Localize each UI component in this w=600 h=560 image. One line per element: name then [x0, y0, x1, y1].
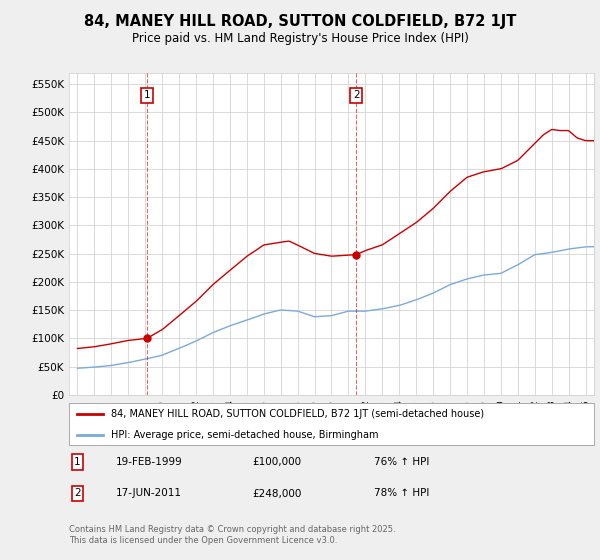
Text: 2: 2 [353, 90, 359, 100]
Text: 84, MANEY HILL ROAD, SUTTON COLDFIELD, B72 1JT: 84, MANEY HILL ROAD, SUTTON COLDFIELD, B… [84, 14, 516, 29]
Text: 78% ↑ HPI: 78% ↑ HPI [373, 488, 429, 498]
Text: 2: 2 [74, 488, 81, 498]
Text: Price paid vs. HM Land Registry's House Price Index (HPI): Price paid vs. HM Land Registry's House … [131, 32, 469, 45]
Text: 76% ↑ HPI: 76% ↑ HPI [373, 457, 429, 467]
Text: HPI: Average price, semi-detached house, Birmingham: HPI: Average price, semi-detached house,… [111, 430, 379, 440]
Text: Contains HM Land Registry data © Crown copyright and database right 2025.
This d: Contains HM Land Registry data © Crown c… [69, 525, 395, 545]
Text: 17-JUN-2011: 17-JUN-2011 [116, 488, 182, 498]
Text: 1: 1 [144, 90, 151, 100]
Text: 84, MANEY HILL ROAD, SUTTON COLDFIELD, B72 1JT (semi-detached house): 84, MANEY HILL ROAD, SUTTON COLDFIELD, B… [111, 409, 484, 419]
Text: £100,000: £100,000 [253, 457, 302, 467]
Text: 19-FEB-1999: 19-FEB-1999 [116, 457, 183, 467]
Text: 1: 1 [74, 457, 81, 467]
Text: £248,000: £248,000 [253, 488, 302, 498]
